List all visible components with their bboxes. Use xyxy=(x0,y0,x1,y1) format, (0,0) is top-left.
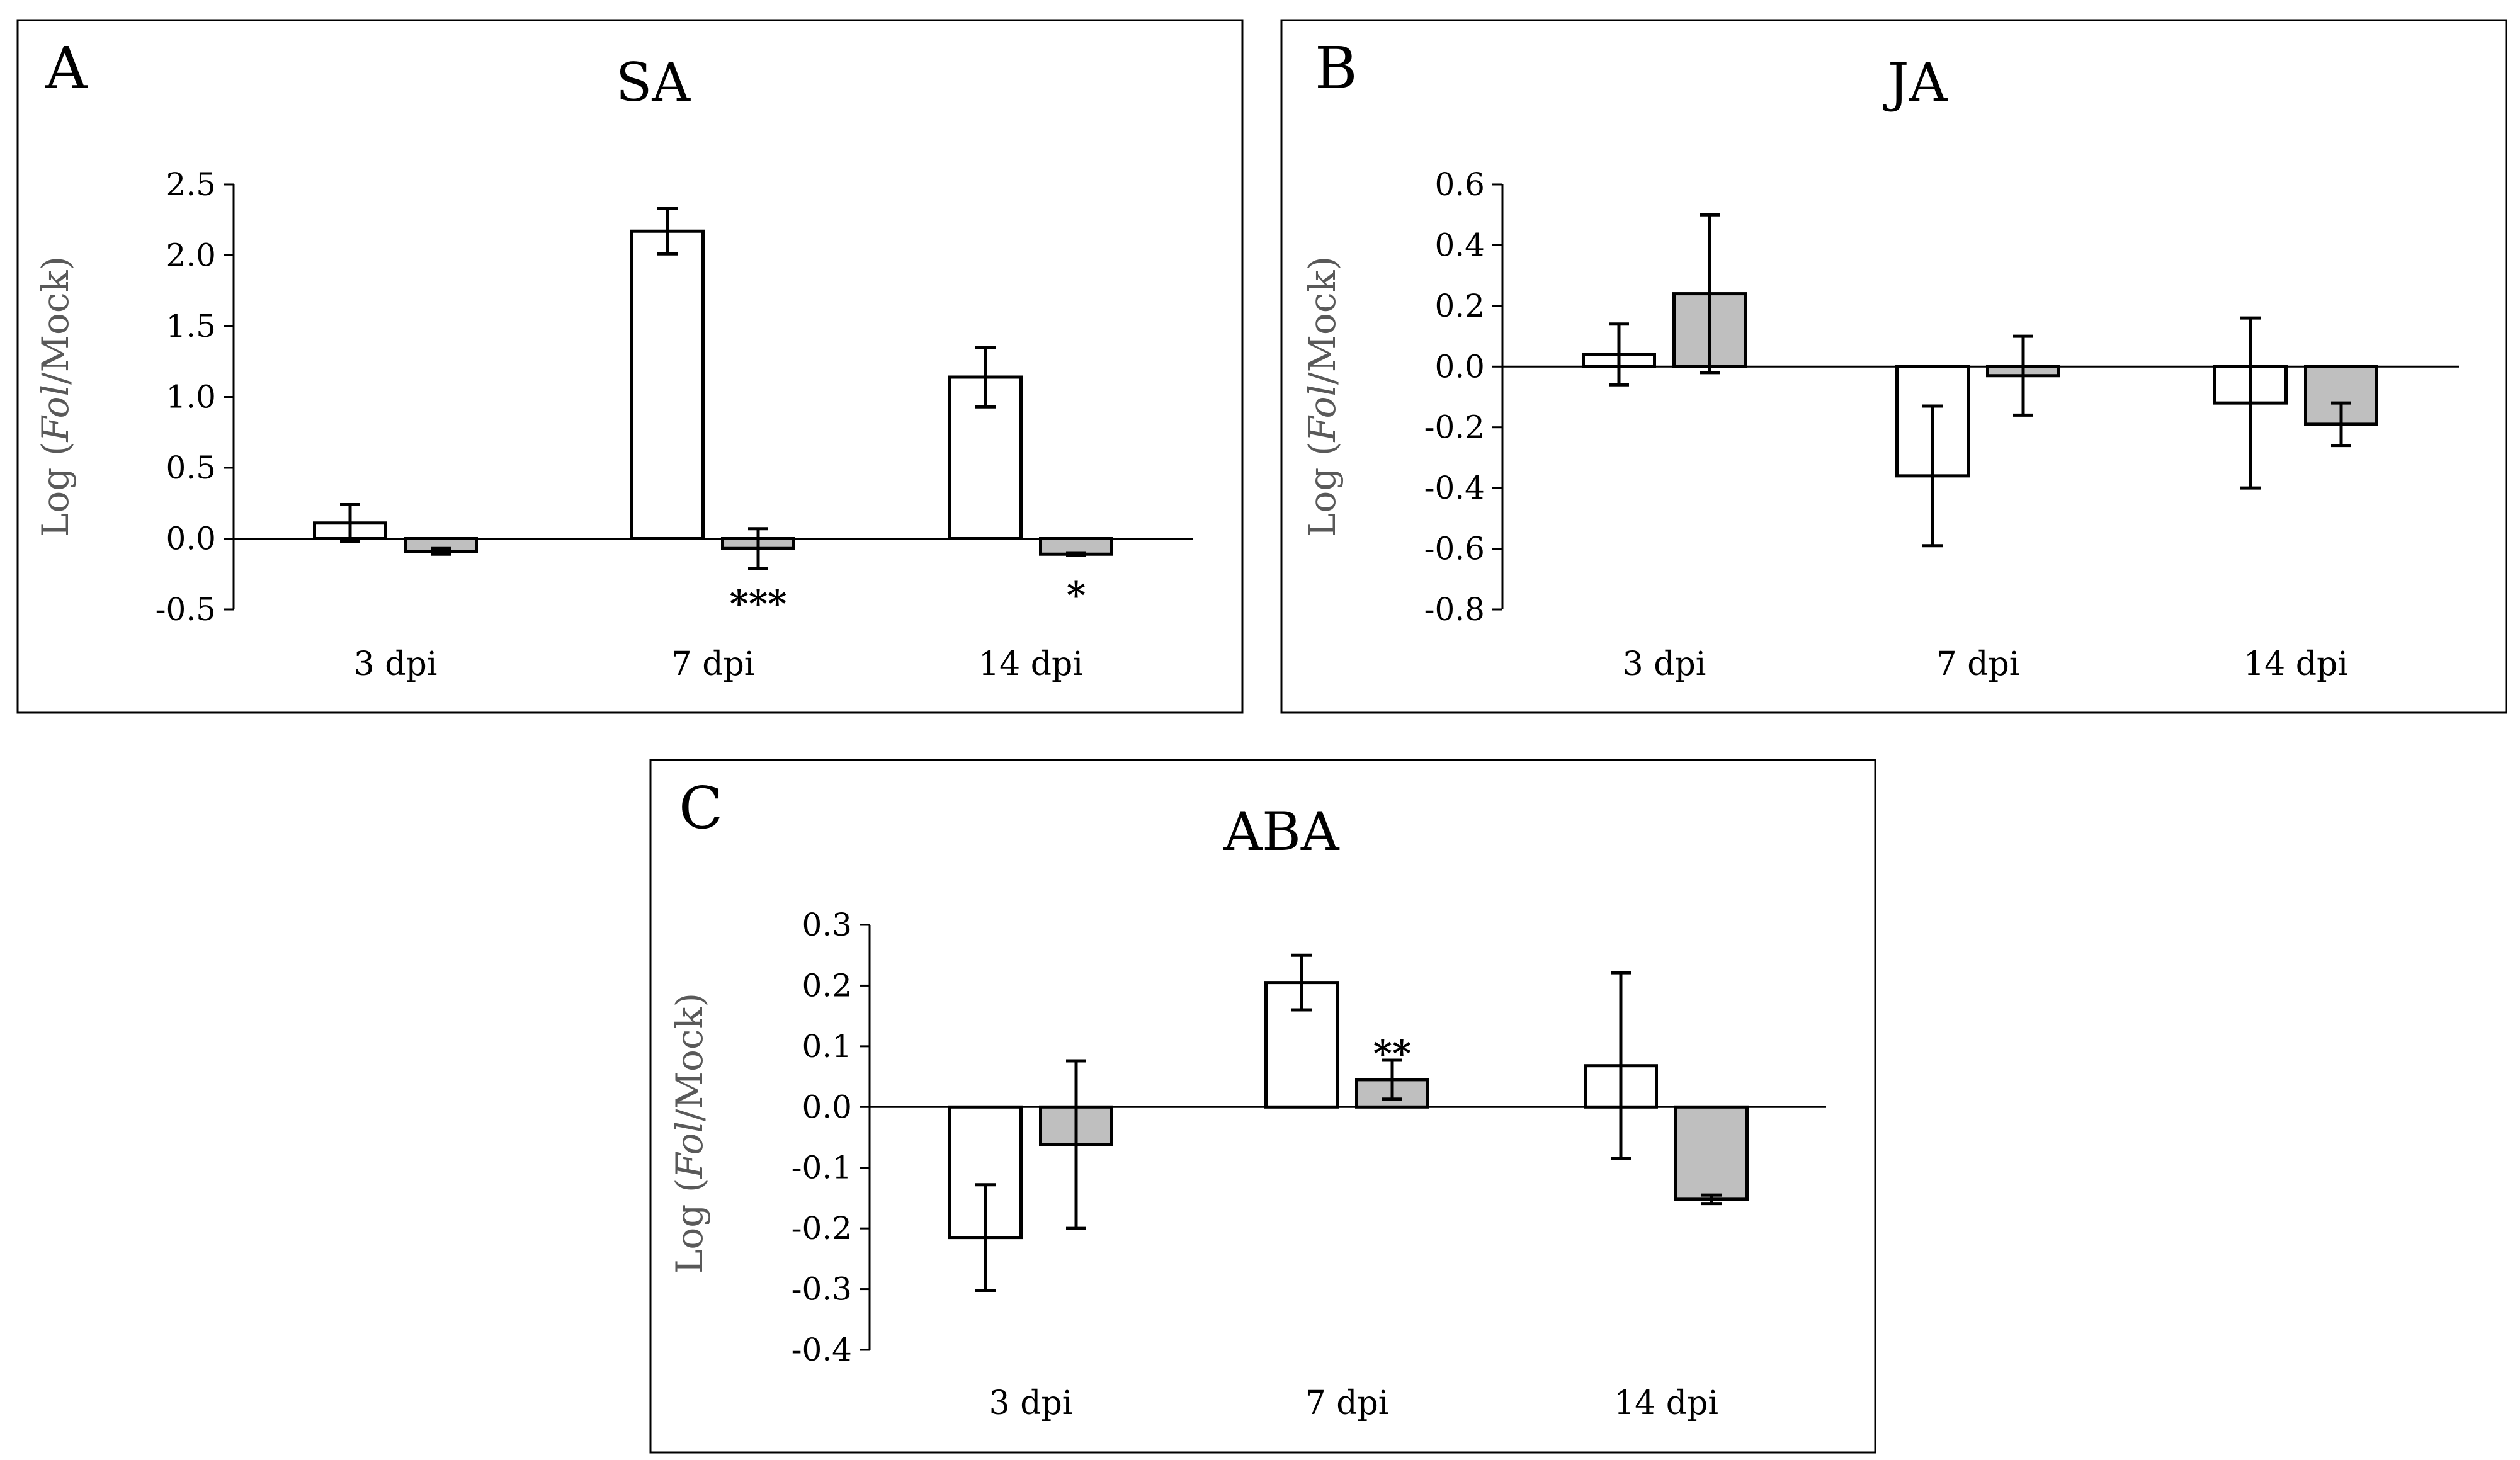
y-axis-label-suffix: /Mock) xyxy=(1301,256,1344,385)
y-tick-label: -0.3 xyxy=(792,1271,852,1308)
y-tick-label: 1.5 xyxy=(166,308,216,344)
y-axis-label-prefix: Log ( xyxy=(668,1179,711,1274)
y-axis-label: Log (Fol/Mock) xyxy=(34,256,77,537)
panel-letter: C xyxy=(679,774,723,842)
significance-marker: ** xyxy=(1373,1032,1412,1075)
y-tick-label: 0.1 xyxy=(802,1028,852,1065)
panel-b: B JA -0.8 -0.6 -0.4 -0.2 0.0 0.2 0.4 0.6 Log (Fol/… xyxy=(1280,19,2507,714)
y-tick-label: -0.1 xyxy=(792,1150,852,1186)
y-tick-label: 0.0 xyxy=(166,521,216,557)
bar-1-1 xyxy=(948,1105,1023,1240)
panel-letter: B xyxy=(1315,35,1358,102)
y-tick-label: -0.4 xyxy=(1424,470,1485,506)
y-axis-label-suffix: /Mock) xyxy=(668,993,711,1121)
y-tick-label: 2.5 xyxy=(166,166,216,203)
y-tick-label: -0.2 xyxy=(792,1210,852,1247)
y-tick-label: -0.5 xyxy=(156,591,216,628)
x-category-label: 14 dpi xyxy=(979,645,1083,683)
chart-title: SA xyxy=(616,52,691,113)
y-axis-label-prefix: Log ( xyxy=(34,442,77,538)
y-tick-label: 2.0 xyxy=(166,237,216,274)
y-tick-label: 0.0 xyxy=(1434,348,1485,385)
y-tick-label: 0.0 xyxy=(802,1089,852,1125)
chart-title: JA xyxy=(1883,52,1948,113)
x-category-label: 3 dpi xyxy=(354,645,438,683)
y-axis-label-italic: Fol xyxy=(1301,385,1344,443)
x-category-label: 7 dpi xyxy=(1305,1384,1389,1422)
bar-2-3 xyxy=(1674,1105,1749,1201)
y-tick-label: 0.2 xyxy=(1434,288,1485,324)
x-category-label: 14 dpi xyxy=(1614,1384,1718,1422)
bar-1-2 xyxy=(630,229,705,540)
y-axis-label: Log (Fol/Mock) xyxy=(668,993,711,1274)
y-axis-label-italic: Fol xyxy=(668,1121,711,1179)
x-category-label: 14 dpi xyxy=(2244,645,2348,683)
panel-c: C ABA -0.4 -0.3 -0.2 -0.1 0.0 0.1 0.2 0.3 Log (Fol… xyxy=(649,759,1876,1454)
y-tick-label: -0.8 xyxy=(1424,591,1485,628)
y-tick-label: 1.0 xyxy=(166,379,216,416)
y-tick-label: -0.4 xyxy=(792,1332,852,1368)
panel-frame xyxy=(16,19,1244,714)
y-axis-label: Log (Fol/Mock) xyxy=(1301,256,1344,537)
chart-title: ABA xyxy=(1223,801,1339,863)
x-category-label: 7 dpi xyxy=(671,645,755,683)
y-axis-label-prefix: Log ( xyxy=(1301,442,1344,538)
y-axis-label-suffix: /Mock) xyxy=(34,256,77,385)
y-tick-label: 0.3 xyxy=(802,907,852,943)
y-tick-label: -0.6 xyxy=(1424,531,1485,567)
panel-a: A SA -0.5 0.0 0.5 1.0 1.5 2.0 2.5 Log (Fol/Mock) 3… xyxy=(16,19,1244,714)
y-tick-label: 0.4 xyxy=(1434,227,1485,263)
y-axis-label-italic: Fol xyxy=(34,385,77,443)
significance-marker: * xyxy=(1067,574,1086,617)
y-tick-label: 0.5 xyxy=(166,450,216,486)
x-category-label: 3 dpi xyxy=(989,1384,1073,1422)
x-category-label: 3 dpi xyxy=(1623,645,1706,683)
panel-letter: A xyxy=(45,35,88,102)
y-tick-label: 0.6 xyxy=(1434,166,1485,203)
y-tick-label: 0.2 xyxy=(802,967,852,1004)
x-category-label: 7 dpi xyxy=(1936,645,2020,683)
y-tick-label: -0.2 xyxy=(1424,409,1485,446)
significance-marker: *** xyxy=(730,582,787,625)
